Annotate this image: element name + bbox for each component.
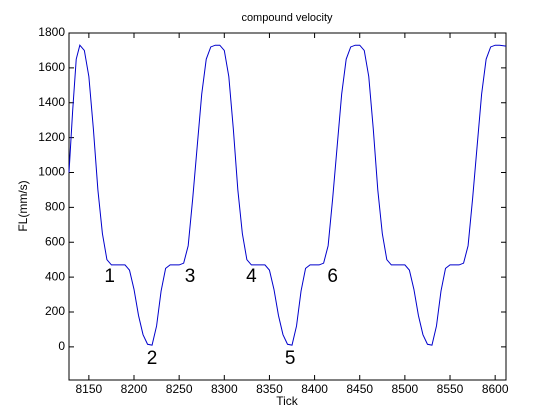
x-tick-label: 8450 (346, 382, 373, 396)
y-tick-label: 1800 (38, 25, 65, 39)
annotation: 6 (327, 266, 338, 287)
annotation: 2 (147, 348, 158, 369)
x-tick-label: 8300 (211, 382, 238, 396)
y-axis-label: FL(mm/s) (16, 180, 30, 231)
y-tick-label: 1600 (38, 60, 65, 74)
y-tick-label: 800 (45, 200, 65, 214)
chart-title: compound velocity (241, 12, 333, 24)
y-tick-label: 1200 (38, 130, 65, 144)
y-tick-label: 200 (45, 304, 65, 318)
annotation: 1 (104, 266, 115, 287)
y-tick-label: 1400 (38, 95, 65, 109)
series-line (68, 44, 507, 346)
x-tick-label: 8550 (437, 382, 464, 396)
x-tick-label: 8350 (256, 382, 283, 396)
x-tick-label: 8600 (482, 382, 509, 396)
y-tick-label: 0 (58, 339, 65, 353)
x-tick-label: 8500 (392, 382, 419, 396)
annotation: 4 (246, 266, 257, 287)
x-tick-label: 8250 (166, 382, 193, 396)
y-tick-label: 1000 (38, 165, 65, 179)
x-axis-label: Tick (276, 394, 299, 408)
x-tick-label: 8400 (301, 382, 328, 396)
y-tick-label: 400 (45, 269, 65, 283)
annotation: 3 (185, 266, 196, 287)
x-tick-label: 8150 (76, 382, 103, 396)
plot-area (68, 32, 507, 381)
x-tick-label: 8200 (121, 382, 148, 396)
annotation: 5 (285, 348, 296, 369)
y-tick-label: 600 (45, 234, 65, 248)
